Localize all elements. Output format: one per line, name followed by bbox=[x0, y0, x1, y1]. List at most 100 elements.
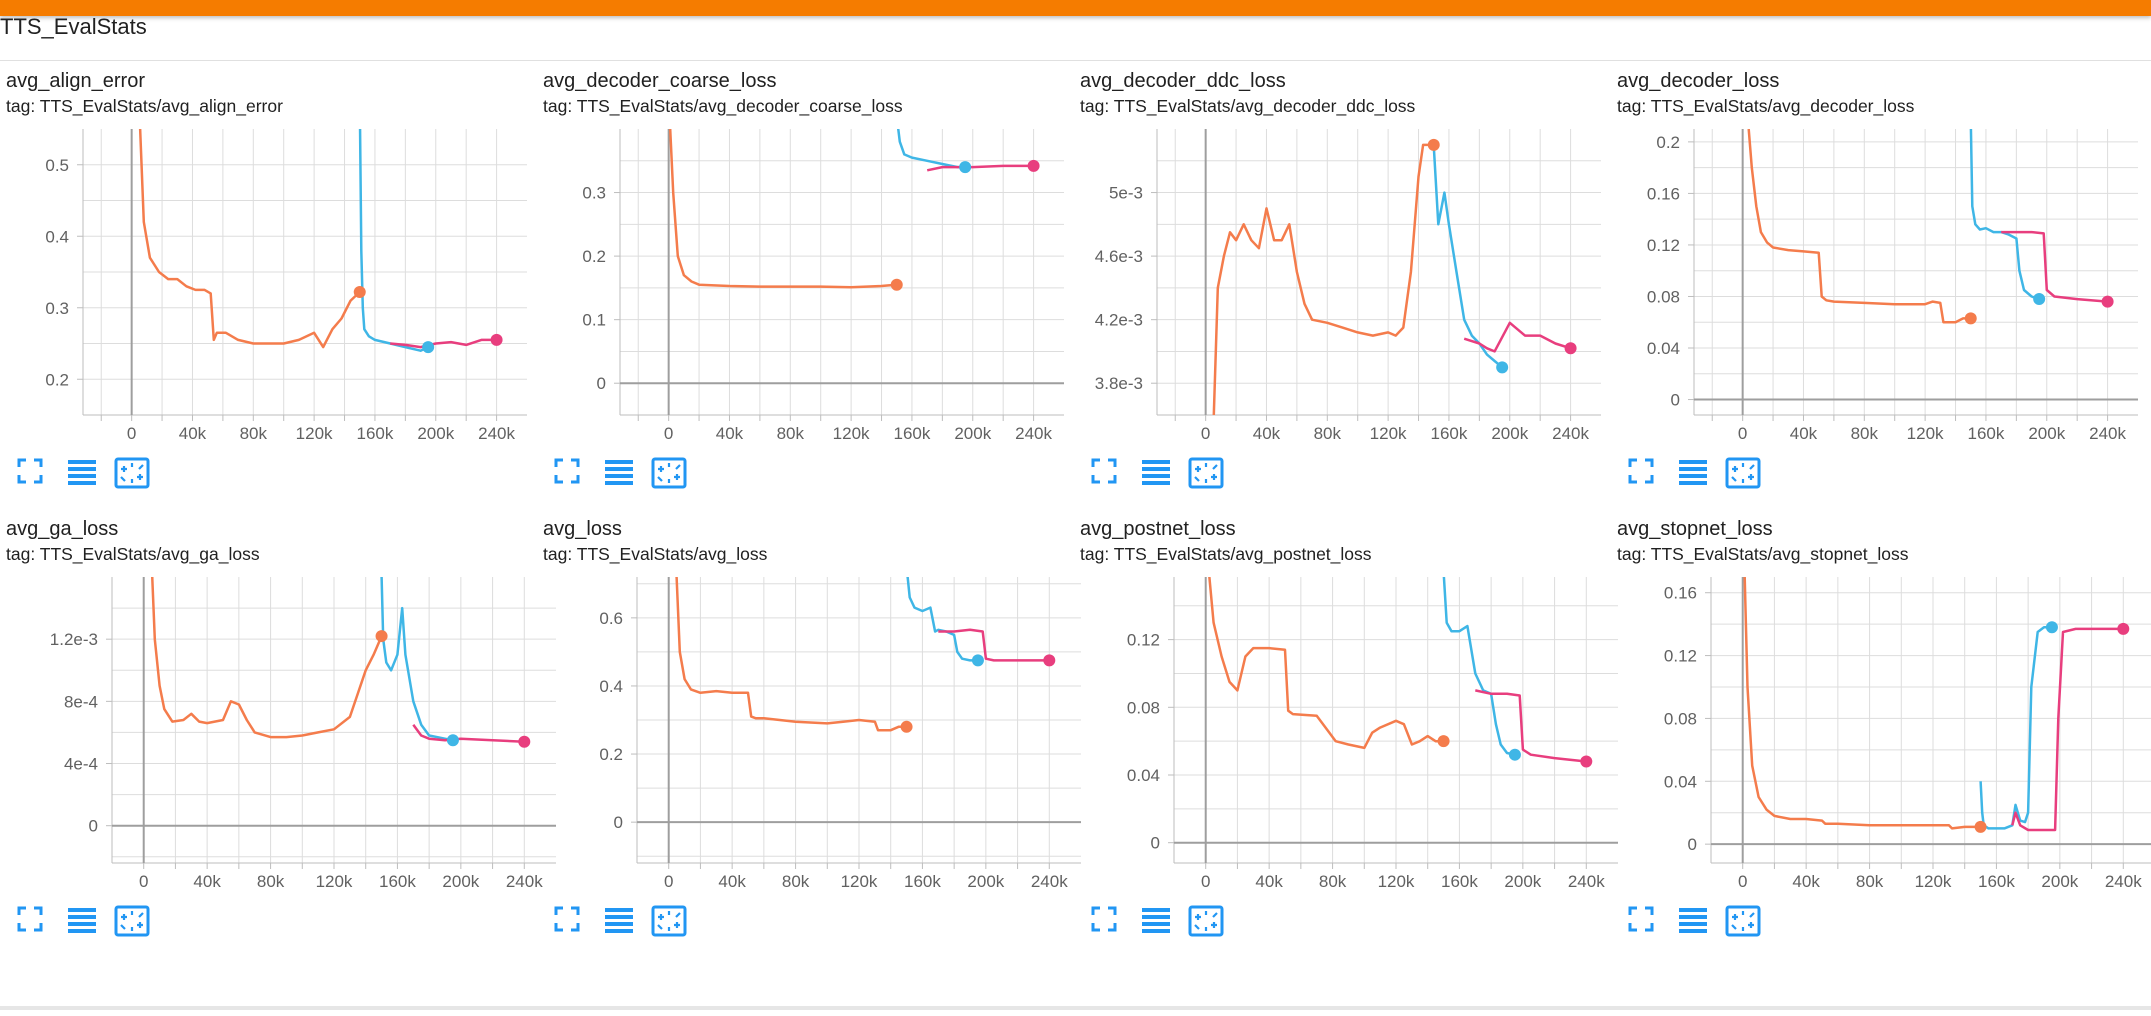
series-group bbox=[150, 577, 525, 744]
series-endpoint-blue bbox=[446, 734, 459, 747]
fullscreen-icon[interactable] bbox=[553, 905, 581, 938]
chart-card-avg-ga-loss: avg_ga_loss tag: TTS_EvalStats/avg_ga_los… bbox=[0, 518, 556, 966]
series-endpoint-pink bbox=[2117, 622, 2130, 635]
y-tick-label: 0 bbox=[1688, 835, 1697, 854]
x-tick-label: 0 bbox=[664, 424, 673, 443]
x-tick-label: 160k bbox=[904, 872, 941, 891]
chart-tag-label: tag: bbox=[1617, 544, 1647, 564]
x-tick-label: 0 bbox=[1201, 424, 1210, 443]
toggle-log-icon[interactable] bbox=[1140, 905, 1172, 940]
x-tick-label: 80k bbox=[782, 872, 810, 891]
x-tick-label: 240k bbox=[1031, 872, 1068, 891]
fullscreen-icon[interactable] bbox=[16, 457, 44, 490]
line-chart[interactable]: 0 40k 80k 120k 160k 200k 240k 0 0.04 0.08 0.12 bbox=[1074, 570, 1618, 905]
fullscreen-icon[interactable] bbox=[1090, 905, 1118, 938]
x-tick-label: 160k bbox=[894, 424, 931, 443]
line-chart[interactable]: 0 40k 80k 120k 160k 200k 240k 0 0.04 0.08 0.12 0.16 bbox=[1611, 570, 2151, 905]
chart-title: avg_align_error bbox=[6, 70, 145, 92]
toggle-log-icon[interactable] bbox=[66, 457, 98, 492]
series-line-pink bbox=[2001, 230, 2108, 303]
chart-title: avg_stopnet_loss bbox=[1617, 518, 1773, 540]
x-tick-label: 200k bbox=[954, 424, 991, 443]
y-tick-label: 0.04 bbox=[1664, 772, 1697, 791]
line-chart[interactable]: 0 40k 80k 120k 160k 200k 240k 3.8e-3 4.2e-3 4.6e-… bbox=[1074, 122, 1611, 457]
fit-domain-icon[interactable] bbox=[1725, 905, 1761, 942]
series-endpoint-orange bbox=[1427, 138, 1440, 151]
x-tick-label: 80k bbox=[1851, 424, 1879, 443]
fullscreen-icon[interactable] bbox=[1090, 457, 1118, 490]
x-tick-label: 160k bbox=[1441, 872, 1478, 891]
fullscreen-icon[interactable] bbox=[553, 457, 581, 490]
y-tick-label: 0.12 bbox=[1647, 236, 1680, 255]
chart-card-avg-postnet-loss: avg_postnet_loss tag: TTS_EvalStats/avg_p… bbox=[1074, 518, 1618, 966]
x-tick-label: 200k bbox=[417, 424, 454, 443]
line-chart[interactable]: 0 40k 80k 120k 160k 200k 240k 0 0.1 0.2 0.3 bbox=[537, 122, 1074, 457]
series-line-blue bbox=[906, 577, 978, 662]
y-tick-label: 4e-4 bbox=[64, 755, 98, 774]
series-group bbox=[1743, 577, 2124, 832]
x-tick-label: 0 bbox=[1201, 872, 1210, 891]
toggle-log-icon[interactable] bbox=[1677, 457, 1709, 492]
fit-domain-icon[interactable] bbox=[1725, 457, 1761, 494]
series-line-blue bbox=[1979, 626, 2052, 830]
y-tick-label: 0.2 bbox=[45, 370, 69, 389]
series-endpoint-pink bbox=[2101, 295, 2114, 308]
series-line-blue bbox=[896, 129, 966, 169]
x-tick-label: 120k bbox=[296, 424, 333, 443]
fullscreen-icon[interactable] bbox=[1627, 457, 1655, 490]
chart-tag: tag: TTS_EvalStats/avg_decoder_coarse_lo… bbox=[543, 96, 903, 117]
x-tick-label: 0 bbox=[139, 872, 148, 891]
chart-tag: tag: TTS_EvalStats/avg_stopnet_loss bbox=[1617, 544, 1909, 565]
series-line-pink bbox=[926, 164, 1034, 172]
series-endpoint-pink bbox=[1043, 654, 1056, 667]
line-chart[interactable]: 0 40k 80k 120k 160k 200k 240k 0.2 0.3 0.4 0.5 bbox=[0, 122, 537, 457]
x-tick-label: 240k bbox=[1015, 424, 1052, 443]
chart-title: avg_ga_loss bbox=[6, 518, 119, 540]
series-line-blue bbox=[1432, 144, 1503, 369]
toggle-log-icon[interactable] bbox=[1140, 457, 1172, 492]
x-tick-label: 40k bbox=[1792, 872, 1820, 891]
x-tick-label: 0 bbox=[127, 424, 136, 443]
chart-card-avg-decoder-ddc-loss: avg_decoder_ddc_loss tag: TTS_EvalStats/a… bbox=[1074, 70, 1611, 518]
x-tick-label: 120k bbox=[1915, 872, 1952, 891]
series-line-blue bbox=[380, 577, 454, 742]
fullscreen-icon[interactable] bbox=[16, 905, 44, 938]
y-tick-label: 4.2e-3 bbox=[1095, 311, 1143, 330]
toggle-log-icon[interactable] bbox=[603, 457, 635, 492]
x-tick-label: 80k bbox=[257, 872, 285, 891]
line-chart[interactable]: 0 40k 80k 120k 160k 200k 240k 0 0.2 0.4 0.6 bbox=[537, 570, 1081, 905]
x-tick-label: 120k bbox=[1370, 424, 1407, 443]
fullscreen-icon[interactable] bbox=[1627, 905, 1655, 938]
fit-domain-icon[interactable] bbox=[1188, 457, 1224, 494]
toggle-log-icon[interactable] bbox=[603, 905, 635, 940]
y-tick-label: 0 bbox=[89, 817, 98, 836]
fit-domain-icon[interactable] bbox=[651, 905, 687, 942]
chart-tag-label: tag: bbox=[543, 544, 573, 564]
x-tick-label: 120k bbox=[841, 872, 878, 891]
y-tick-label: 5e-3 bbox=[1109, 184, 1143, 203]
x-tick-label: 200k bbox=[1491, 424, 1528, 443]
fit-domain-icon[interactable] bbox=[651, 457, 687, 494]
chart-title: avg_postnet_loss bbox=[1080, 518, 1236, 540]
series-line-pink bbox=[1475, 689, 1587, 763]
y-tick-label: 0.08 bbox=[1664, 709, 1697, 728]
series-endpoint-orange bbox=[353, 286, 366, 299]
series-endpoint-blue bbox=[1496, 361, 1509, 374]
line-chart[interactable]: 0 40k 80k 120k 160k 200k 240k 0 4e-4 8e-4 1.2e-3 bbox=[0, 570, 556, 905]
series-group bbox=[138, 129, 497, 352]
x-tick-label: 160k bbox=[357, 424, 394, 443]
fit-domain-icon[interactable] bbox=[114, 457, 150, 494]
y-tick-label: 0.12 bbox=[1664, 647, 1697, 666]
y-tick-label: 0.1 bbox=[582, 311, 606, 330]
toggle-log-icon[interactable] bbox=[1677, 905, 1709, 940]
line-chart[interactable]: 0 40k 80k 120k 160k 200k 240k 0 0.04 0.08 0.12 0.16… bbox=[1611, 122, 2148, 457]
series-endpoint-pink bbox=[1564, 342, 1577, 355]
fit-domain-icon[interactable] bbox=[1188, 905, 1224, 942]
chart-card-avg-decoder-coarse-loss: avg_decoder_coarse_loss tag: TTS_EvalStat… bbox=[537, 70, 1074, 518]
series-endpoint-orange bbox=[890, 278, 903, 291]
chart-tag-value: TTS_EvalStats/avg_stopnet_loss bbox=[1650, 544, 1909, 564]
y-tick-label: 0.04 bbox=[1127, 766, 1160, 785]
fit-domain-icon[interactable] bbox=[114, 905, 150, 942]
toggle-log-icon[interactable] bbox=[66, 905, 98, 940]
series-endpoint-pink bbox=[518, 735, 531, 748]
